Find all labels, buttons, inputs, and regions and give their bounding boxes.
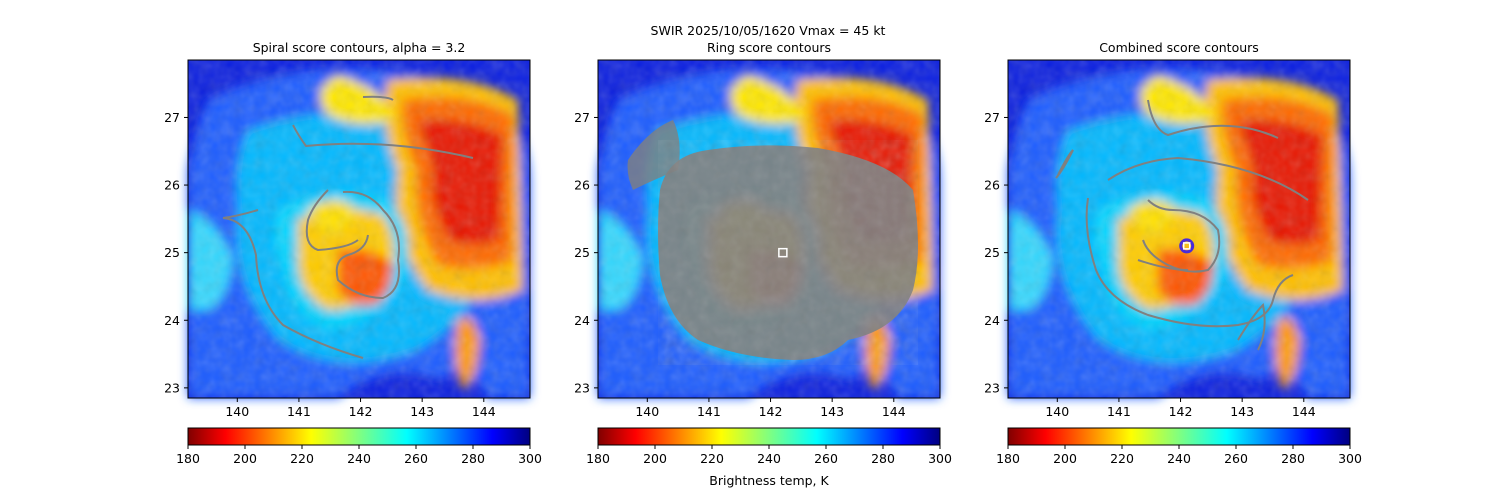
y-tick-label: 24 (984, 313, 1000, 328)
colorbar-tick-label: 220 (1110, 451, 1134, 466)
figure-suptitle: SWIR 2025/10/05/1620 Vmax = 45 kt (651, 23, 886, 38)
colorbar-tick-label: 240 (757, 451, 781, 466)
x-tick-label: 143 (410, 404, 434, 419)
y-tick-label: 25 (984, 245, 1000, 260)
colorbar-tick-label: 180 (586, 451, 610, 466)
spiral-score-contours (222, 95, 474, 359)
x-tick-label: 141 (287, 404, 311, 419)
y-tick-label: 26 (574, 178, 590, 193)
colorbar-tick-label: 180 (996, 451, 1020, 466)
colorbar-label: Brightness temp, K (709, 473, 829, 488)
ring-score-contours (627, 120, 918, 365)
panel-title: Ring score contours (707, 40, 831, 55)
panel-title: Spiral score contours, alpha = 3.2 (253, 40, 466, 55)
x-tick-label: 142 (1169, 404, 1193, 419)
combined-score-contours (1055, 99, 1309, 351)
y-tick-label: 27 (574, 110, 590, 125)
x-tick-label: 142 (349, 404, 373, 419)
x-tick-label: 140 (1045, 404, 1069, 419)
panel-spiral: Spiral score contours, alpha = 3.2 (187, 40, 531, 399)
colorbar (597, 427, 941, 446)
colorbar-tick-label: 180 (176, 451, 200, 466)
colorbar-tick-label: 200 (233, 451, 257, 466)
colorbar-tick-label: 300 (928, 451, 952, 466)
y-tick-label: 23 (984, 380, 1000, 395)
colorbar-tick-label: 260 (1224, 451, 1248, 466)
x-tick-label: 144 (472, 404, 496, 419)
y-tick-label: 26 (984, 178, 1000, 193)
y-tick-label: 27 (164, 110, 180, 125)
colorbar (187, 427, 531, 446)
y-tick-label: 24 (574, 313, 590, 328)
panel-title: Combined score contours (1099, 40, 1259, 55)
y-tick-label: 26 (164, 178, 180, 193)
x-tick-label: 143 (1230, 404, 1254, 419)
colorbar-tick-label: 280 (461, 451, 485, 466)
center-marker (778, 247, 788, 258)
colorbar-tick-label: 260 (404, 451, 428, 466)
colorbar-tick-label: 220 (290, 451, 314, 466)
y-tick-label: 23 (574, 380, 590, 395)
colorbar-tick-label: 200 (643, 451, 667, 466)
colorbar-tick-label: 300 (518, 451, 542, 466)
center-marker (1182, 242, 1191, 250)
panel-ring: Ring score contours (597, 40, 941, 399)
colorbar-tick-label: 280 (871, 451, 895, 466)
panel-combined: Combined score contours (1007, 40, 1351, 399)
colorbar (1007, 427, 1351, 446)
colorbar-tick-label: 240 (1167, 451, 1191, 466)
y-tick-label: 25 (574, 245, 590, 260)
center-ring (1179, 238, 1195, 254)
colorbar-tick-label: 300 (1338, 451, 1362, 466)
brightness-temp-heatmap (1008, 60, 1350, 398)
x-tick-label: 140 (635, 404, 659, 419)
colorbar-tick-label: 200 (1053, 451, 1077, 466)
brightness-temp-heatmap (188, 60, 530, 398)
colorbar-tick-label: 220 (700, 451, 724, 466)
colorbar-tick-label: 280 (1281, 451, 1305, 466)
x-tick-label: 144 (1292, 404, 1316, 419)
y-tick-label: 25 (164, 245, 180, 260)
y-tick-label: 24 (164, 313, 180, 328)
x-tick-label: 140 (225, 404, 249, 419)
x-tick-label: 142 (759, 404, 783, 419)
y-tick-label: 23 (164, 380, 180, 395)
x-tick-label: 141 (697, 404, 721, 419)
y-tick-label: 27 (984, 110, 1000, 125)
x-tick-label: 141 (1107, 404, 1131, 419)
colorbar-tick-label: 240 (347, 451, 371, 466)
x-tick-label: 143 (820, 404, 844, 419)
colorbar-tick-label: 260 (814, 451, 838, 466)
x-tick-label: 144 (882, 404, 906, 419)
